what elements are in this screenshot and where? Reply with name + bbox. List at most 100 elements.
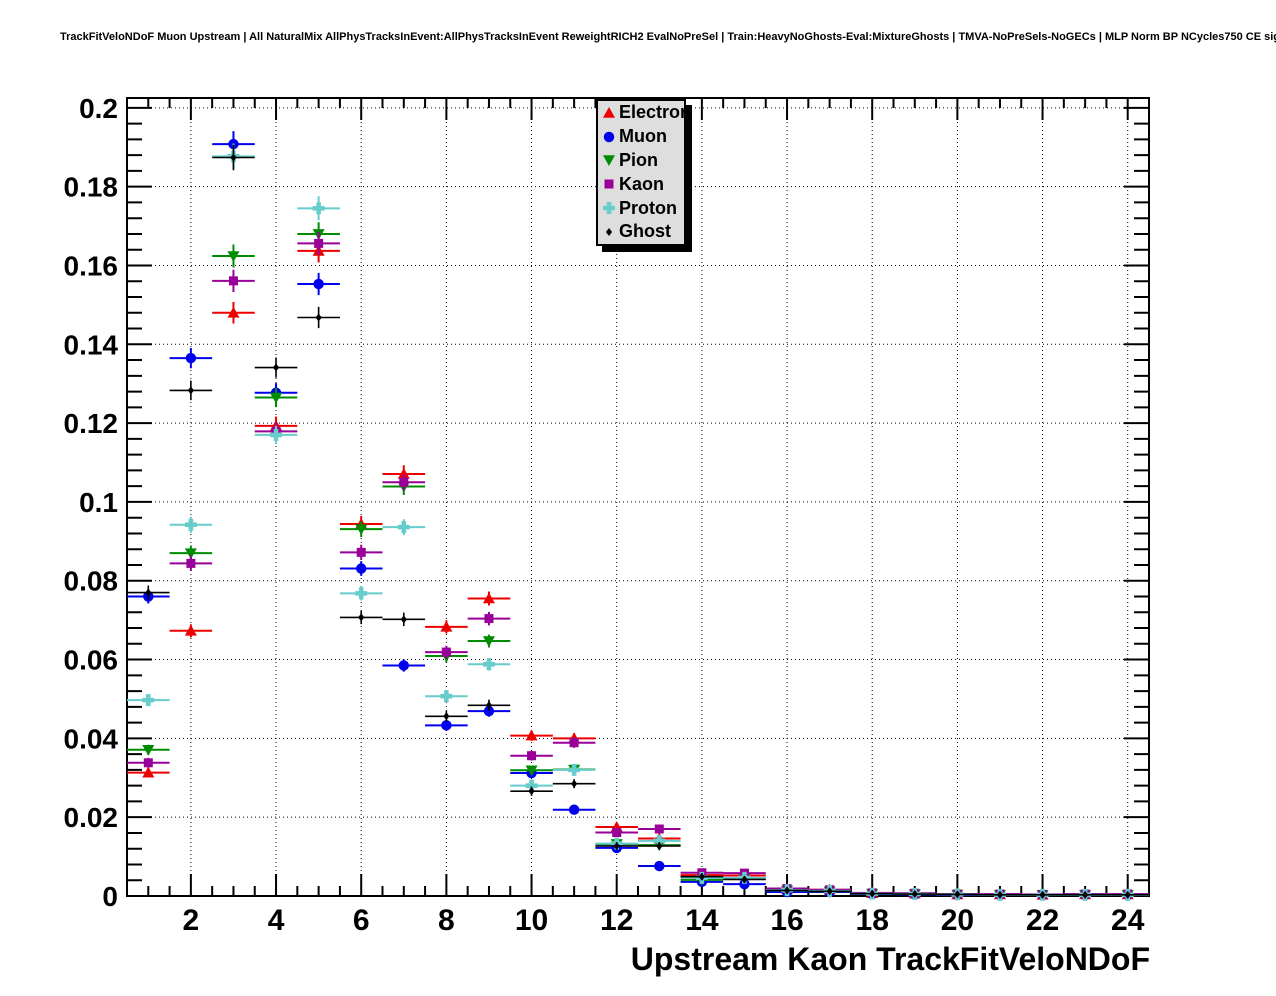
electron-marker-icon — [525, 729, 538, 741]
legend-label: Kaon — [619, 173, 664, 194]
kaon-marker-icon — [186, 558, 196, 568]
kaon-marker-icon — [612, 828, 622, 838]
ghost-marker-icon — [1124, 890, 1131, 899]
legend-entry-ghost: Ghost — [598, 220, 684, 244]
series-ghost — [127, 144, 1149, 899]
ghost-marker-icon — [656, 841, 663, 850]
error-bars-electron — [127, 239, 1149, 896]
y-tick-label: 0.06 — [64, 645, 119, 676]
ghost-marker-icon — [485, 701, 493, 710]
proton-marker-icon — [568, 763, 581, 776]
muon-marker-icon — [568, 804, 580, 815]
proton-marker-icon — [312, 202, 325, 215]
pion-marker-icon — [184, 548, 197, 560]
ghost-marker-icon — [315, 313, 322, 322]
kaon-marker-icon — [399, 477, 409, 487]
x-tick-label: 22 — [1026, 904, 1059, 937]
kaon-marker-icon — [654, 824, 664, 834]
ghost-marker-icon — [528, 787, 535, 796]
y-tick-label: 0 — [102, 881, 118, 912]
ghost-marker-icon — [272, 363, 280, 372]
error-bars-ghost — [127, 144, 1149, 896]
y-tick-label: 0.04 — [64, 723, 119, 754]
pion-marker-icon — [227, 251, 240, 263]
ghost-marker-icon — [911, 890, 918, 899]
series-pion — [127, 222, 1149, 901]
proton-marker-icon — [653, 834, 666, 847]
x-tick-label: 2 — [183, 904, 200, 937]
y-tick-label: 0.14 — [64, 329, 119, 360]
kaon-marker-icon — [356, 547, 366, 557]
x-tick-label: 10 — [515, 904, 548, 937]
pion-marker-icon — [525, 765, 538, 777]
muon-marker-icon — [441, 720, 452, 731]
series-electron — [127, 239, 1149, 900]
electron-marker-icon — [227, 306, 240, 318]
ghost-marker-icon — [145, 588, 152, 597]
legend-label: Pion — [619, 149, 658, 170]
ghost-marker-icon — [358, 613, 365, 622]
x-tick-label: 20 — [941, 904, 974, 937]
kaon-marker-icon — [314, 238, 324, 248]
electron-marker-icon — [184, 624, 197, 636]
legend-label: Proton — [619, 197, 677, 218]
proton-marker-icon — [142, 694, 155, 707]
electron-marker-icon — [397, 467, 410, 479]
pion-marker-icon — [355, 524, 368, 536]
ghost-marker-icon — [443, 712, 450, 721]
kaon-marker-icon — [143, 758, 153, 768]
electron-legend-marker-icon — [603, 106, 615, 118]
kaon-legend-marker-icon — [604, 179, 614, 189]
proton-marker-icon — [184, 518, 197, 531]
proton-marker-icon — [525, 779, 538, 792]
muon-marker-icon — [398, 660, 410, 671]
pion-marker-icon — [142, 744, 155, 756]
ghost-marker-icon — [741, 875, 748, 884]
x-tick-label: 6 — [353, 904, 370, 937]
ghost-legend-marker-icon — [605, 227, 613, 236]
kaon-marker-icon — [569, 738, 579, 748]
ghost-marker-icon — [571, 779, 578, 788]
kaon-marker-icon — [441, 647, 451, 657]
ghost-marker-icon — [996, 890, 1004, 899]
ghost-marker-icon — [783, 886, 791, 895]
series-proton — [127, 143, 1149, 901]
ghost-marker-icon — [1082, 890, 1089, 899]
y-tick-label: 0.1 — [79, 487, 118, 518]
kaon-marker-icon — [484, 614, 494, 624]
x-axis-title: Upstream Kaon TrackFitVeloNDoF — [630, 941, 1150, 977]
legend-label: Muon — [619, 126, 667, 147]
x-tick-label: 14 — [685, 904, 719, 937]
proton-marker-icon — [355, 587, 368, 600]
ghost-marker-icon — [954, 890, 961, 899]
electron-marker-icon — [482, 592, 495, 604]
pion-marker-icon — [482, 636, 495, 648]
legend-entry-pion: Pion — [598, 149, 684, 173]
muon-marker-icon — [483, 705, 495, 717]
electron-marker-icon — [142, 766, 155, 778]
proton-marker-icon — [270, 428, 283, 441]
proton-marker-icon — [482, 658, 495, 671]
legend-label: Electron — [619, 102, 692, 123]
legend-entry-kaon: Kaon — [598, 172, 684, 196]
x-tick-label: 8 — [438, 904, 455, 937]
pion-marker-icon — [270, 392, 283, 404]
legend-entry-muon: Muon — [598, 125, 684, 149]
proton-marker-icon — [440, 690, 453, 703]
x-tick-label: 4 — [268, 904, 285, 937]
ghost-marker-icon — [230, 153, 237, 162]
ghost-marker-icon — [613, 841, 620, 850]
error-bars-proton — [127, 143, 1149, 896]
muon-marker-icon — [185, 352, 197, 364]
y-tick-label: 0.18 — [64, 172, 119, 203]
muon-legend-marker-icon — [603, 131, 615, 142]
pion-legend-marker-icon — [603, 155, 615, 167]
legend-label: Ghost — [619, 221, 671, 242]
series-kaon — [127, 231, 1149, 899]
series-muon — [127, 131, 1149, 901]
legend-entry-proton: Proton — [598, 196, 684, 220]
y-tick-label: 0.12 — [64, 408, 119, 439]
x-tick-label: 18 — [856, 904, 889, 937]
plot-title: TrackFitVeloNDoF Muon Upstream | All Nat… — [60, 31, 1276, 43]
